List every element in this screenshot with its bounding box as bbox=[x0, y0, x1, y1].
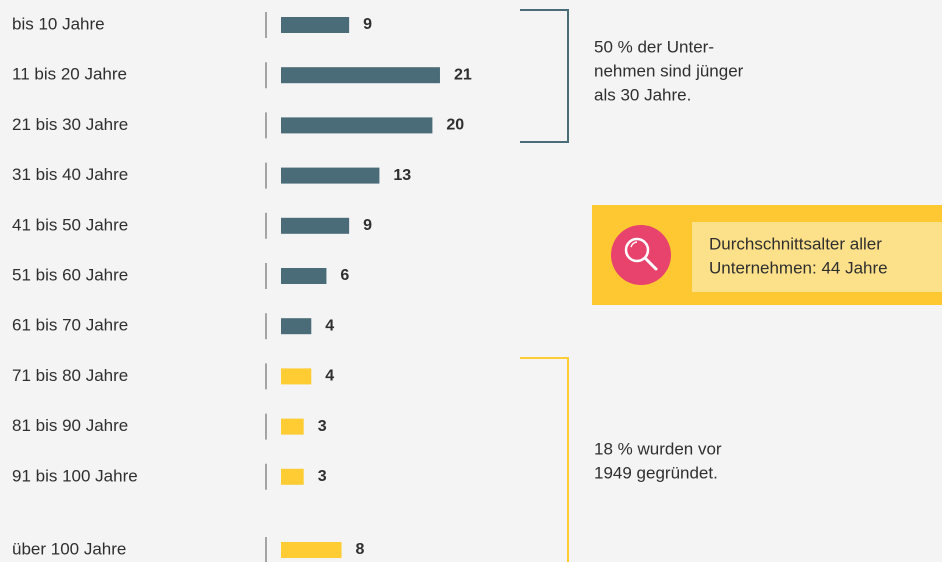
bar bbox=[281, 318, 312, 335]
search-icon bbox=[611, 225, 671, 285]
category-label: 91 bis 100 Jahre bbox=[12, 466, 138, 485]
annotation: 1949 gegründet. bbox=[594, 463, 718, 482]
category-label: 41 bis 50 Jahre bbox=[12, 215, 128, 234]
bar bbox=[281, 117, 433, 134]
annotation: nehmen sind jünger bbox=[594, 61, 744, 80]
value-label: 20 bbox=[446, 117, 464, 134]
icon-handle bbox=[643, 256, 658, 271]
category-label: 61 bis 70 Jahre bbox=[12, 316, 128, 335]
annotation: 18 % wurden vor bbox=[594, 439, 722, 458]
value-label: 9 bbox=[363, 217, 372, 234]
value-label: 6 bbox=[340, 267, 349, 284]
category-label: 21 bis 30 Jahre bbox=[12, 115, 128, 134]
category-label: über 100 Jahre bbox=[12, 539, 126, 558]
category-label: 11 bis 20 Jahre bbox=[12, 65, 127, 84]
icon-lens bbox=[624, 237, 650, 263]
bar bbox=[281, 418, 304, 435]
value-label: 8 bbox=[356, 541, 365, 558]
category-label: 81 bis 90 Jahre bbox=[12, 416, 128, 435]
value-label: 9 bbox=[363, 16, 372, 33]
callout-text: Durchschnittsalter aller bbox=[709, 234, 882, 253]
bar bbox=[281, 468, 304, 485]
bar bbox=[281, 268, 327, 284]
value-label: 4 bbox=[325, 368, 334, 385]
callout-inner bbox=[692, 222, 942, 292]
category-label: 51 bis 60 Jahre bbox=[12, 265, 128, 284]
bracket bbox=[520, 9, 569, 143]
bar bbox=[281, 542, 342, 558]
value-label: 21 bbox=[454, 66, 472, 83]
category-label: bis 10 Jahre bbox=[12, 14, 105, 33]
annotation: 50 % der Unter- bbox=[594, 37, 714, 56]
value-label: 3 bbox=[318, 418, 327, 435]
bar bbox=[281, 217, 350, 234]
icon-glint bbox=[630, 241, 638, 248]
bar bbox=[281, 17, 350, 33]
bar bbox=[281, 67, 440, 84]
annotation: als 30 Jahre. bbox=[594, 85, 691, 104]
bar bbox=[281, 368, 312, 385]
value-label: 3 bbox=[318, 468, 327, 485]
value-label: 4 bbox=[325, 317, 334, 334]
category-label: 71 bis 80 Jahre bbox=[12, 366, 128, 385]
category-label: 31 bis 40 Jahre bbox=[12, 165, 128, 184]
bracket bbox=[520, 357, 569, 562]
bar bbox=[281, 167, 380, 184]
callout-text: Unternehmen: 44 Jahre bbox=[709, 258, 888, 277]
value-label: 13 bbox=[393, 167, 411, 184]
